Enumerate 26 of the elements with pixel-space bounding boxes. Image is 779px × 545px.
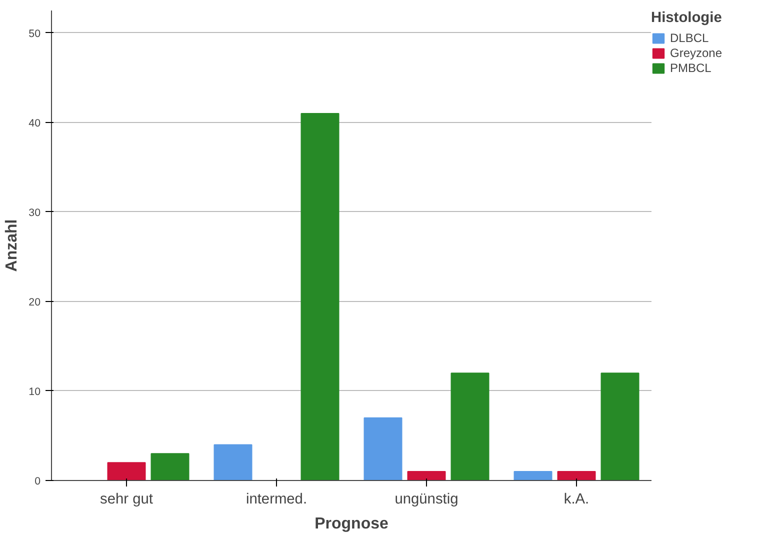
y-tick-label: 0 <box>34 476 41 488</box>
y-tick-label: 40 <box>28 117 41 130</box>
bar <box>214 444 252 480</box>
x-tick-label: sehr gut <box>100 492 153 508</box>
legend-label: PMBCL <box>670 61 712 75</box>
bar <box>450 372 490 480</box>
x-tick-label: intermed. <box>246 492 308 508</box>
bar <box>107 462 146 480</box>
bar <box>600 372 640 480</box>
y-tick-label: 10 <box>28 386 41 398</box>
legend-title: Histologie <box>651 10 722 26</box>
legend-label: Greyzone <box>670 46 722 60</box>
x-tick-label: k.A. <box>564 492 590 508</box>
legend-label: DLBCL <box>670 31 709 45</box>
y-tick-label: 30 <box>28 206 41 219</box>
bar <box>514 471 552 480</box>
bar <box>407 471 446 480</box>
bar <box>364 417 402 480</box>
bar <box>300 112 340 480</box>
y-axis-title: Anzahl <box>4 219 21 272</box>
bar <box>150 453 190 480</box>
bar <box>557 471 596 480</box>
y-tick-label: 20 <box>28 296 41 308</box>
x-tick-label: ungünstig <box>394 492 458 508</box>
x-axis-title: Prognose <box>314 516 388 532</box>
y-tick-label: 50 <box>28 28 41 40</box>
